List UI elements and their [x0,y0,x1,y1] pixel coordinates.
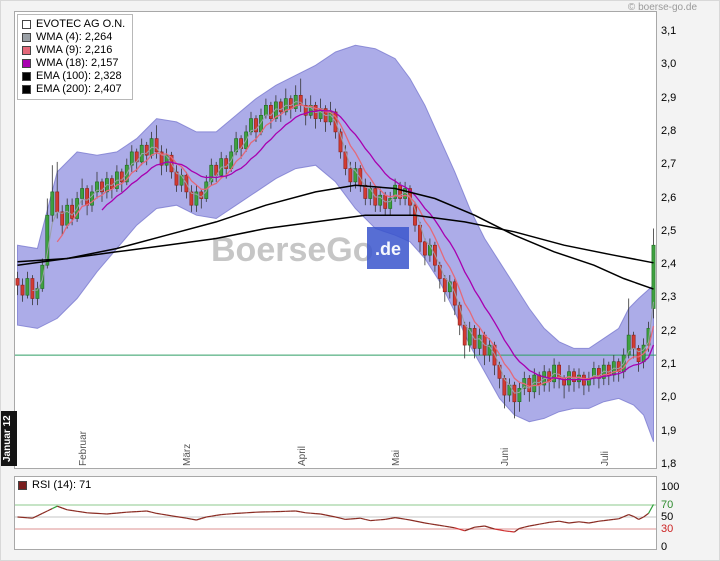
legend-label: WMA (18): 2,157 [36,57,119,69]
chart-legend: EVOTEC AG O.N. WMA (4): 2,264 WMA (9): 2,2… [17,14,134,100]
legend-label: EMA (100): 2,328 [36,70,122,82]
price-axis-label: 2,4 [661,258,677,270]
legend-row: EVOTEC AG O.N. [22,18,125,30]
rsi-axis-label: 30 [661,523,674,535]
rsi-panel: RSI (14): 71 [14,476,657,550]
rsi-swatch-icon [18,480,27,490]
legend-swatch-icon [22,84,31,94]
legend-row: EMA (100): 2,328 [22,70,125,82]
price-axis-label: 1,9 [661,425,677,437]
watermark-text: BoerseGo [211,231,374,269]
price-axis-label: 2,0 [661,391,677,403]
ema-200-line [17,214,654,264]
legend-swatch-icon [22,19,31,29]
rsi-axis-label: 70 [661,499,674,511]
price-axis-label: 2,6 [661,192,677,204]
legend-label: EVOTEC AG O.N. [36,18,126,30]
copyright: © boerse-go.de [627,2,697,13]
watermark-logo [367,227,409,269]
price-axis: 3,1 3,0 2,9 2,8 2,7 2,6 2,5 2,4 2,3 2,2 2,1 2,0 1,9 1… [661,11,703,470]
rsi-axis-label: 50 [661,511,674,523]
rsi-axis-label: 100 [661,481,680,493]
svg-text:.de: .de [375,239,401,259]
price-axis-label: 2,2 [661,325,677,337]
legend-swatch-icon [22,45,31,55]
legend-swatch-icon [22,71,31,81]
legend-label: WMA (9): 2,216 [36,44,113,56]
price-axis-label: 3,1 [661,25,677,37]
price-axis-label: 2,7 [661,158,677,170]
legend-label: EMA (200): 2,407 [36,83,122,95]
rsi-axis: 100 70 50 30 0 [661,476,703,553]
price-chart: BoerseGo .de [15,44,656,442]
ema-100-line [17,184,654,290]
legend-row: WMA (9): 2,216 [22,44,125,56]
legend-row: EMA (200): 2,407 [22,83,125,95]
price-axis-label: 1,8 [661,458,677,470]
rsi-line [17,504,655,533]
watermark: BoerseGo .de [211,227,409,269]
rsi-axis-label: 0 [661,541,668,553]
price-axis-label: 2,8 [661,125,677,137]
price-axis-label: 2,1 [661,358,677,370]
wma-18-line [101,109,655,381]
price-chart-panel: BoerseGo .de EVOTEC AG O.N. WMA (4): 2,264… [1,11,657,469]
price-axis-label: 2,5 [661,225,677,237]
rsi-legend-label: RSI (14): 71 [32,479,92,491]
legend-row: WMA (18): 2,157 [22,57,125,69]
legend-row: WMA (4): 2,264 [22,31,125,43]
legend-swatch-icon [22,32,31,42]
price-axis-label: 2,3 [661,291,677,303]
legend-swatch-icon [22,58,31,68]
price-axis-label: 2,9 [661,92,677,104]
price-axis-label: 3,0 [661,58,677,70]
rsi-chart [15,504,656,533]
legend-label: WMA (4): 2,264 [36,31,113,43]
rsi-legend: RSI (14): 71 [18,479,91,491]
